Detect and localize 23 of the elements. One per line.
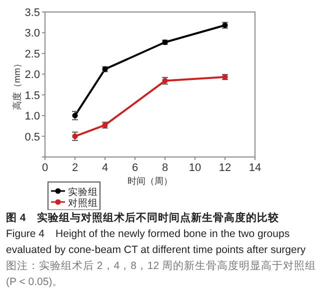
x-tick-label: 10 (188, 162, 202, 174)
x-tick-label: 6 (132, 162, 138, 174)
x-tick-label: 0 (42, 162, 48, 174)
legend-label: 实验组 (68, 186, 98, 198)
x-axis-title: 时间（周） (128, 176, 172, 186)
x-tick-label: 8 (162, 162, 168, 174)
y-tick-label: 2.5 (24, 48, 40, 60)
point (72, 112, 78, 118)
y-tick-label: 1.0 (24, 110, 40, 123)
x-tick-label: 14 (248, 162, 262, 174)
y-tick-label: 0.5 (24, 131, 40, 144)
text: Figure 4 Height of the newly formed bone in the two groups evaluated by cone-beam CT at different time points after surgery (6, 227, 307, 258)
legend-label: 对照组 (68, 197, 98, 209)
x-tick-label: 4 (102, 162, 108, 174)
text: 图 4 实验组与对照组术后不同时间点新生骨高度的比较 (6, 210, 280, 226)
text: 图注：实验组术后 2，4，8，12 周的新生骨高度明显高于对照组 (P < 0.05)。 (6, 259, 318, 290)
x-tick-label: 2 (72, 162, 78, 174)
x-tick-label: 12 (218, 162, 232, 174)
y-tick-label: 3.5 (24, 7, 40, 19)
y-axis-title: 高度（mm） (12, 59, 22, 110)
y-tick-label: 1.5 (24, 90, 40, 102)
y-tick-label: 2.0 (24, 69, 40, 82)
y-tick-label: 3.0 (24, 28, 40, 40)
